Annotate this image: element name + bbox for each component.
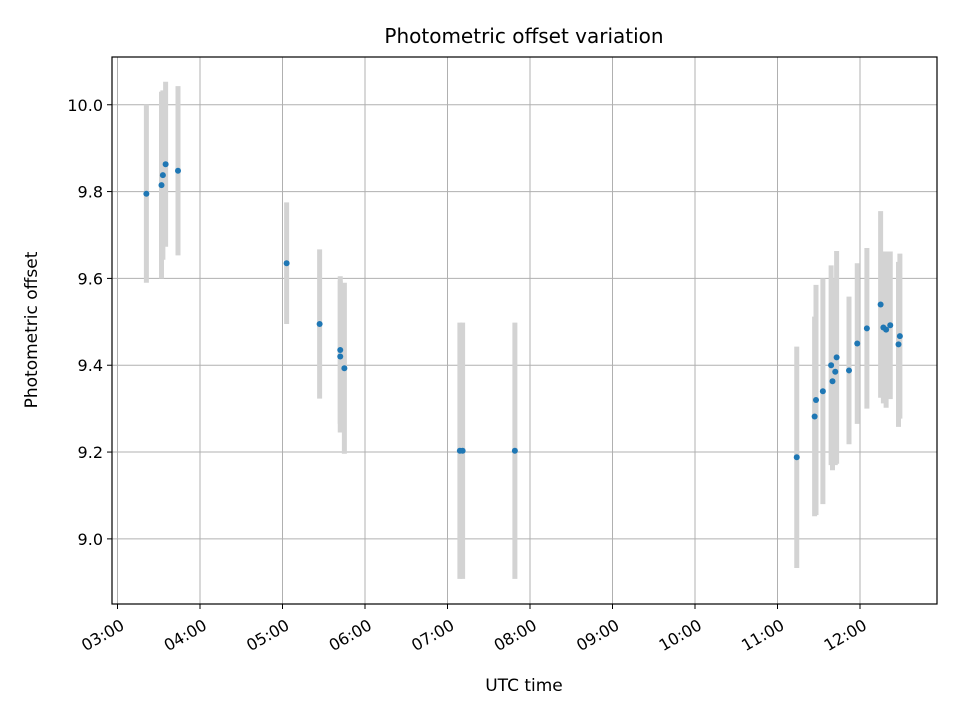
y-tick-label: 10.0 [67,96,103,115]
data-point [159,172,166,179]
data-point [819,388,826,395]
data-points [143,161,903,461]
data-point [811,413,818,420]
data-point [833,354,840,361]
data-point [887,322,894,329]
plot-frame [111,56,938,605]
data-point [793,454,800,461]
data-point [283,260,290,267]
data-point [511,447,518,454]
data-point [829,378,836,385]
data-point [143,190,150,197]
data-point [158,182,165,189]
data-point [832,368,839,375]
y-axis: 9.0 9.2 9.4 9.6 9.8 10.0 [67,96,112,549]
data-point [854,340,861,347]
data-point [877,301,884,308]
data-point [337,347,344,354]
data-point [341,365,348,372]
x-axis-label: UTC time [485,676,563,696]
y-tick-label: 9.8 [78,183,103,202]
data-point [896,333,903,340]
grid-lines [112,57,937,604]
data-point [846,367,852,374]
data-point [459,447,466,454]
data-point [175,167,181,174]
data-point [162,161,169,168]
y-axis-label: Photometric offset [22,251,42,408]
y-tick-label: 9.4 [78,356,103,375]
y-tick-label: 9.0 [78,530,103,549]
data-point [828,362,835,369]
data-point [883,326,890,333]
y-tick-label: 9.2 [78,443,103,462]
chart-title: Photometric offset variation [384,24,663,48]
data-point [895,341,902,348]
data-point [316,320,323,327]
data-point [337,353,344,360]
data-point [813,396,819,403]
y-tick-label: 9.6 [78,269,103,288]
data-point [863,325,870,332]
